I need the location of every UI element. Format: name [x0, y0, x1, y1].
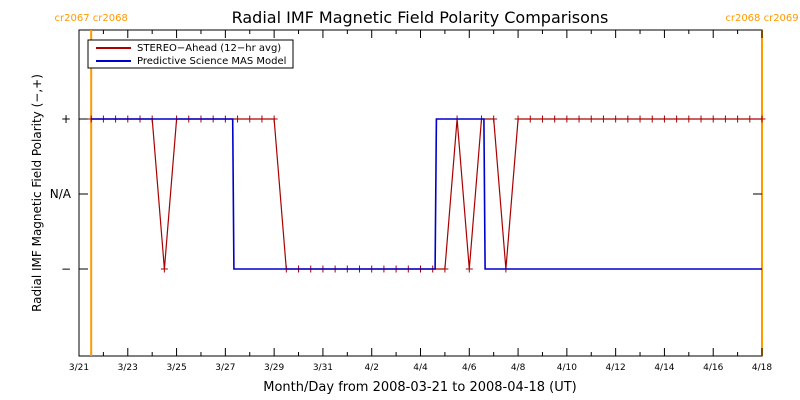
data-point	[160, 265, 168, 273]
series-line-0	[91, 118, 762, 270]
plot-frame	[78, 29, 763, 357]
carrington-label: cr2068 cr2069	[725, 13, 798, 24]
series-layer	[87, 115, 766, 273]
x-tick-label: 3/23	[118, 363, 138, 373]
y-axis-label: Radial IMF Magnetic Field Polarity (−,+)	[30, 74, 44, 312]
data-point	[234, 115, 242, 123]
data-point	[490, 115, 498, 123]
y-tick-label: N/A	[50, 187, 72, 201]
data-point	[526, 115, 534, 123]
data-point	[465, 265, 473, 273]
x-tick-label: 4/10	[557, 363, 577, 373]
data-point	[270, 115, 278, 123]
x-tick-label: 3/25	[166, 363, 186, 373]
x-tick-label: 4/12	[606, 363, 626, 373]
x-tick-label: 4/18	[752, 363, 772, 373]
legend-label-mas: Predictive Science MAS Model	[137, 56, 286, 67]
x-tick-label: 4/16	[703, 363, 723, 373]
x-tick-label: 4/14	[654, 363, 674, 373]
legend: STEREO−Ahead (12−hr avg) Predictive Scie…	[87, 39, 294, 69]
data-point	[746, 115, 754, 123]
data-point	[538, 115, 546, 123]
x-tick-label: 4/4	[413, 363, 428, 373]
data-point	[563, 115, 571, 123]
data-point	[648, 115, 656, 123]
x-tick-label: 3/31	[313, 363, 333, 373]
data-point	[734, 115, 742, 123]
data-point	[709, 115, 717, 123]
y-tick-label: +	[61, 112, 71, 126]
data-point	[599, 115, 607, 123]
data-point	[636, 115, 644, 123]
y-tick-label: −	[61, 262, 71, 276]
data-point	[587, 115, 595, 123]
carrington-lines	[90, 30, 763, 356]
x-tick-label: 3/21	[69, 363, 89, 373]
data-point	[246, 115, 254, 123]
data-point	[441, 265, 449, 273]
carrington-label: cr2067 cr2068	[55, 13, 128, 24]
x-tick-label: 4/8	[511, 363, 526, 373]
x-axis-label: Month/Day from 2008-03-21 to 2008-04-18 …	[263, 380, 576, 395]
series-line-1	[91, 118, 762, 270]
data-point	[258, 115, 266, 123]
data-point	[660, 115, 668, 123]
carrington-labels: cr2067 cr2068 cr2068 cr2069	[55, 13, 799, 24]
x-tick-label: 4/6	[462, 363, 477, 373]
x-tick-label: 3/29	[264, 363, 284, 373]
x-axis-ticks: 3/21 3/23 3/25 3/27 3/29 3/31 4/2 4/4 4/6 4/8 4/10…	[69, 30, 772, 373]
data-point	[685, 115, 693, 123]
x-tick-label: 3/27	[215, 363, 235, 373]
chart-title: Radial IMF Magnetic Field Polarity Compa…	[232, 8, 609, 27]
data-point	[612, 115, 620, 123]
data-point	[551, 115, 559, 123]
legend-box	[87, 39, 294, 69]
data-point	[514, 115, 522, 123]
data-point	[575, 115, 583, 123]
data-point	[624, 115, 632, 123]
data-point	[721, 115, 729, 123]
data-point	[697, 115, 705, 123]
y-axis-ticks: + N/A −	[50, 112, 762, 276]
x-tick-label: 4/2	[364, 363, 378, 373]
data-point	[673, 115, 681, 123]
data-point	[758, 115, 766, 123]
legend-label-stereo: STEREO−Ahead (12−hr avg)	[137, 43, 281, 54]
